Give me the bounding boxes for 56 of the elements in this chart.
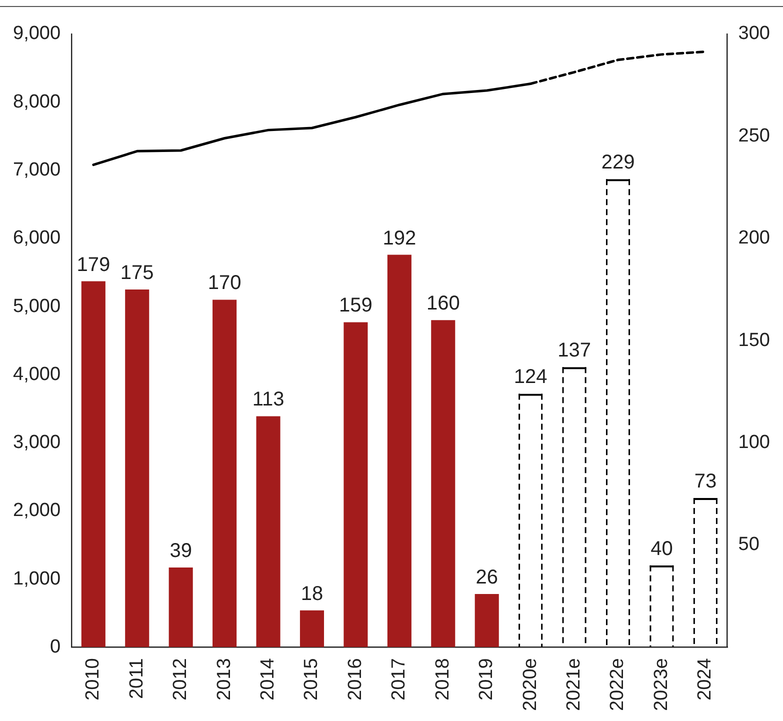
y-tick-label: 6,000 <box>13 228 61 249</box>
bar <box>387 254 412 648</box>
y2-tick-label: 250 <box>738 125 770 146</box>
x-tick-label: 2018 <box>432 658 454 700</box>
x-tick-label: 2023e <box>650 658 672 712</box>
x-tick-label: 2021e <box>564 658 585 712</box>
x-tick-label: 2016 <box>344 658 366 700</box>
data-label: 179 <box>76 254 110 276</box>
y2-tick-label: 150 <box>738 330 770 351</box>
data-label: 170 <box>208 272 242 294</box>
bar <box>300 610 324 648</box>
bar <box>125 289 150 648</box>
y2-tick-label: 200 <box>738 228 770 249</box>
y2-tick-label: 300 <box>738 23 770 44</box>
data-label: 73 <box>694 470 717 492</box>
x-tick-label: 2011 <box>126 658 148 700</box>
bar <box>431 320 456 648</box>
x-tick-label: 2014 <box>258 658 279 700</box>
x-tick-label: 2017 <box>388 658 410 700</box>
bar <box>474 594 499 648</box>
y-tick-label: 9,000 <box>13 23 61 44</box>
x-tick-label: 2022e <box>607 658 628 712</box>
data-label: 40 <box>650 538 673 560</box>
y2-tick-label: 50 <box>738 534 760 556</box>
data-label: 175 <box>120 262 154 284</box>
data-label: 192 <box>382 227 416 250</box>
y-tick-label: 3,000 <box>13 432 61 454</box>
bar <box>256 416 280 648</box>
bar <box>81 281 106 648</box>
data-label: 137 <box>558 340 591 362</box>
data-label: 159 <box>339 294 372 317</box>
x-tick-label: 2019 <box>476 658 498 700</box>
x-tick-label: 2020e <box>520 658 541 712</box>
bar <box>212 300 237 648</box>
y-tick-label: 1,000 <box>13 568 61 590</box>
data-label: 26 <box>476 566 498 589</box>
data-label: 160 <box>426 292 460 315</box>
data-label: 229 <box>601 152 635 174</box>
x-tick-label: 2013 <box>214 658 235 700</box>
data-label: 18 <box>300 582 324 605</box>
bar <box>344 322 368 648</box>
y-tick-label: 5,000 <box>13 296 61 317</box>
x-tick-label: 2015 <box>301 658 322 700</box>
x-tick-label: 2012 <box>170 658 192 700</box>
y-tick-label: 8,000 <box>13 91 61 112</box>
data-label: 39 <box>170 540 192 562</box>
y-tick-label: 2,000 <box>13 500 61 522</box>
y-tick-label: 4,000 <box>13 364 61 385</box>
x-tick-label: 2010 <box>82 658 104 700</box>
x-tick-label: 2024 <box>694 658 716 700</box>
y-tick-label: 7,000 <box>13 159 61 180</box>
y-tick-label: 0 <box>50 636 61 658</box>
data-label: 124 <box>514 366 548 388</box>
bar <box>168 567 193 648</box>
y2-tick-label: 100 <box>738 432 770 454</box>
data-label: 113 <box>252 388 284 411</box>
